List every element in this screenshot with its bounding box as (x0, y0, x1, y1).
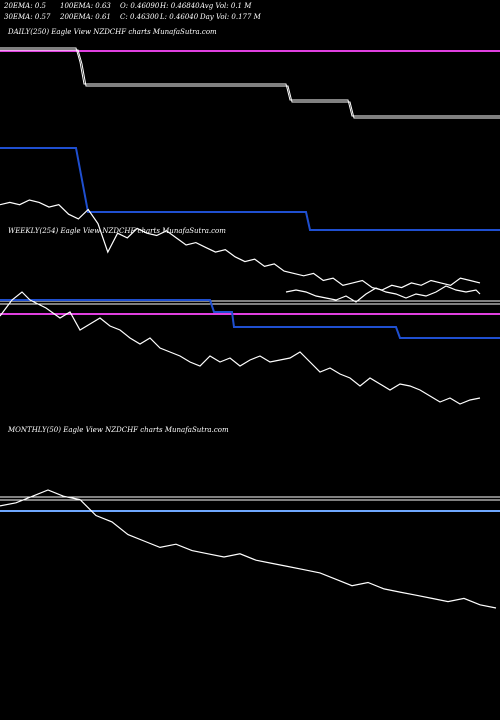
daily-white-ema-step-2 (0, 49, 500, 119)
daily-white-ema-step (0, 47, 500, 117)
ema200-label: 200EMA: 0.61 (60, 13, 111, 21)
weekly-price-line-upper (0, 291, 481, 405)
avg-vol-label: Avg Vol: 0.1 M (200, 2, 252, 10)
open-label: O: 0.46090 (120, 2, 160, 10)
monthly-panel-label: MONTHLY(50) Eagle View NZDCHF charts Mun… (8, 426, 229, 434)
close-label: C: 0.46300 (120, 13, 159, 21)
daily-panel-label: DAILY(250) Eagle View NZDCHF charts Muna… (8, 28, 217, 36)
high-label: H: 0.46840 (160, 2, 200, 10)
day-vol-label: Day Vol: 0.177 M (200, 13, 261, 21)
weekly-panel-label: WEEKLY(254) Eagle View NZDCHF charts Mun… (8, 227, 226, 235)
ema100-label: 100EMA: 0.63 (60, 2, 111, 10)
weekly-price-line-right (285, 285, 481, 303)
daily-ema-lines (0, 47, 500, 231)
monthly-price-line (0, 489, 497, 609)
daily-price-line (0, 199, 481, 291)
ema20-label: 20EMA: 0.5 (4, 2, 46, 10)
weekly-blue-ema-step (0, 299, 500, 339)
monthly-ema-lines (0, 496, 500, 512)
low-label: L: 0.46040 (160, 13, 199, 21)
weekly-ema-lines (0, 299, 500, 339)
daily-blue-ema-step (0, 147, 500, 231)
ema30-label: 30EMA: 0.57 (4, 13, 51, 21)
